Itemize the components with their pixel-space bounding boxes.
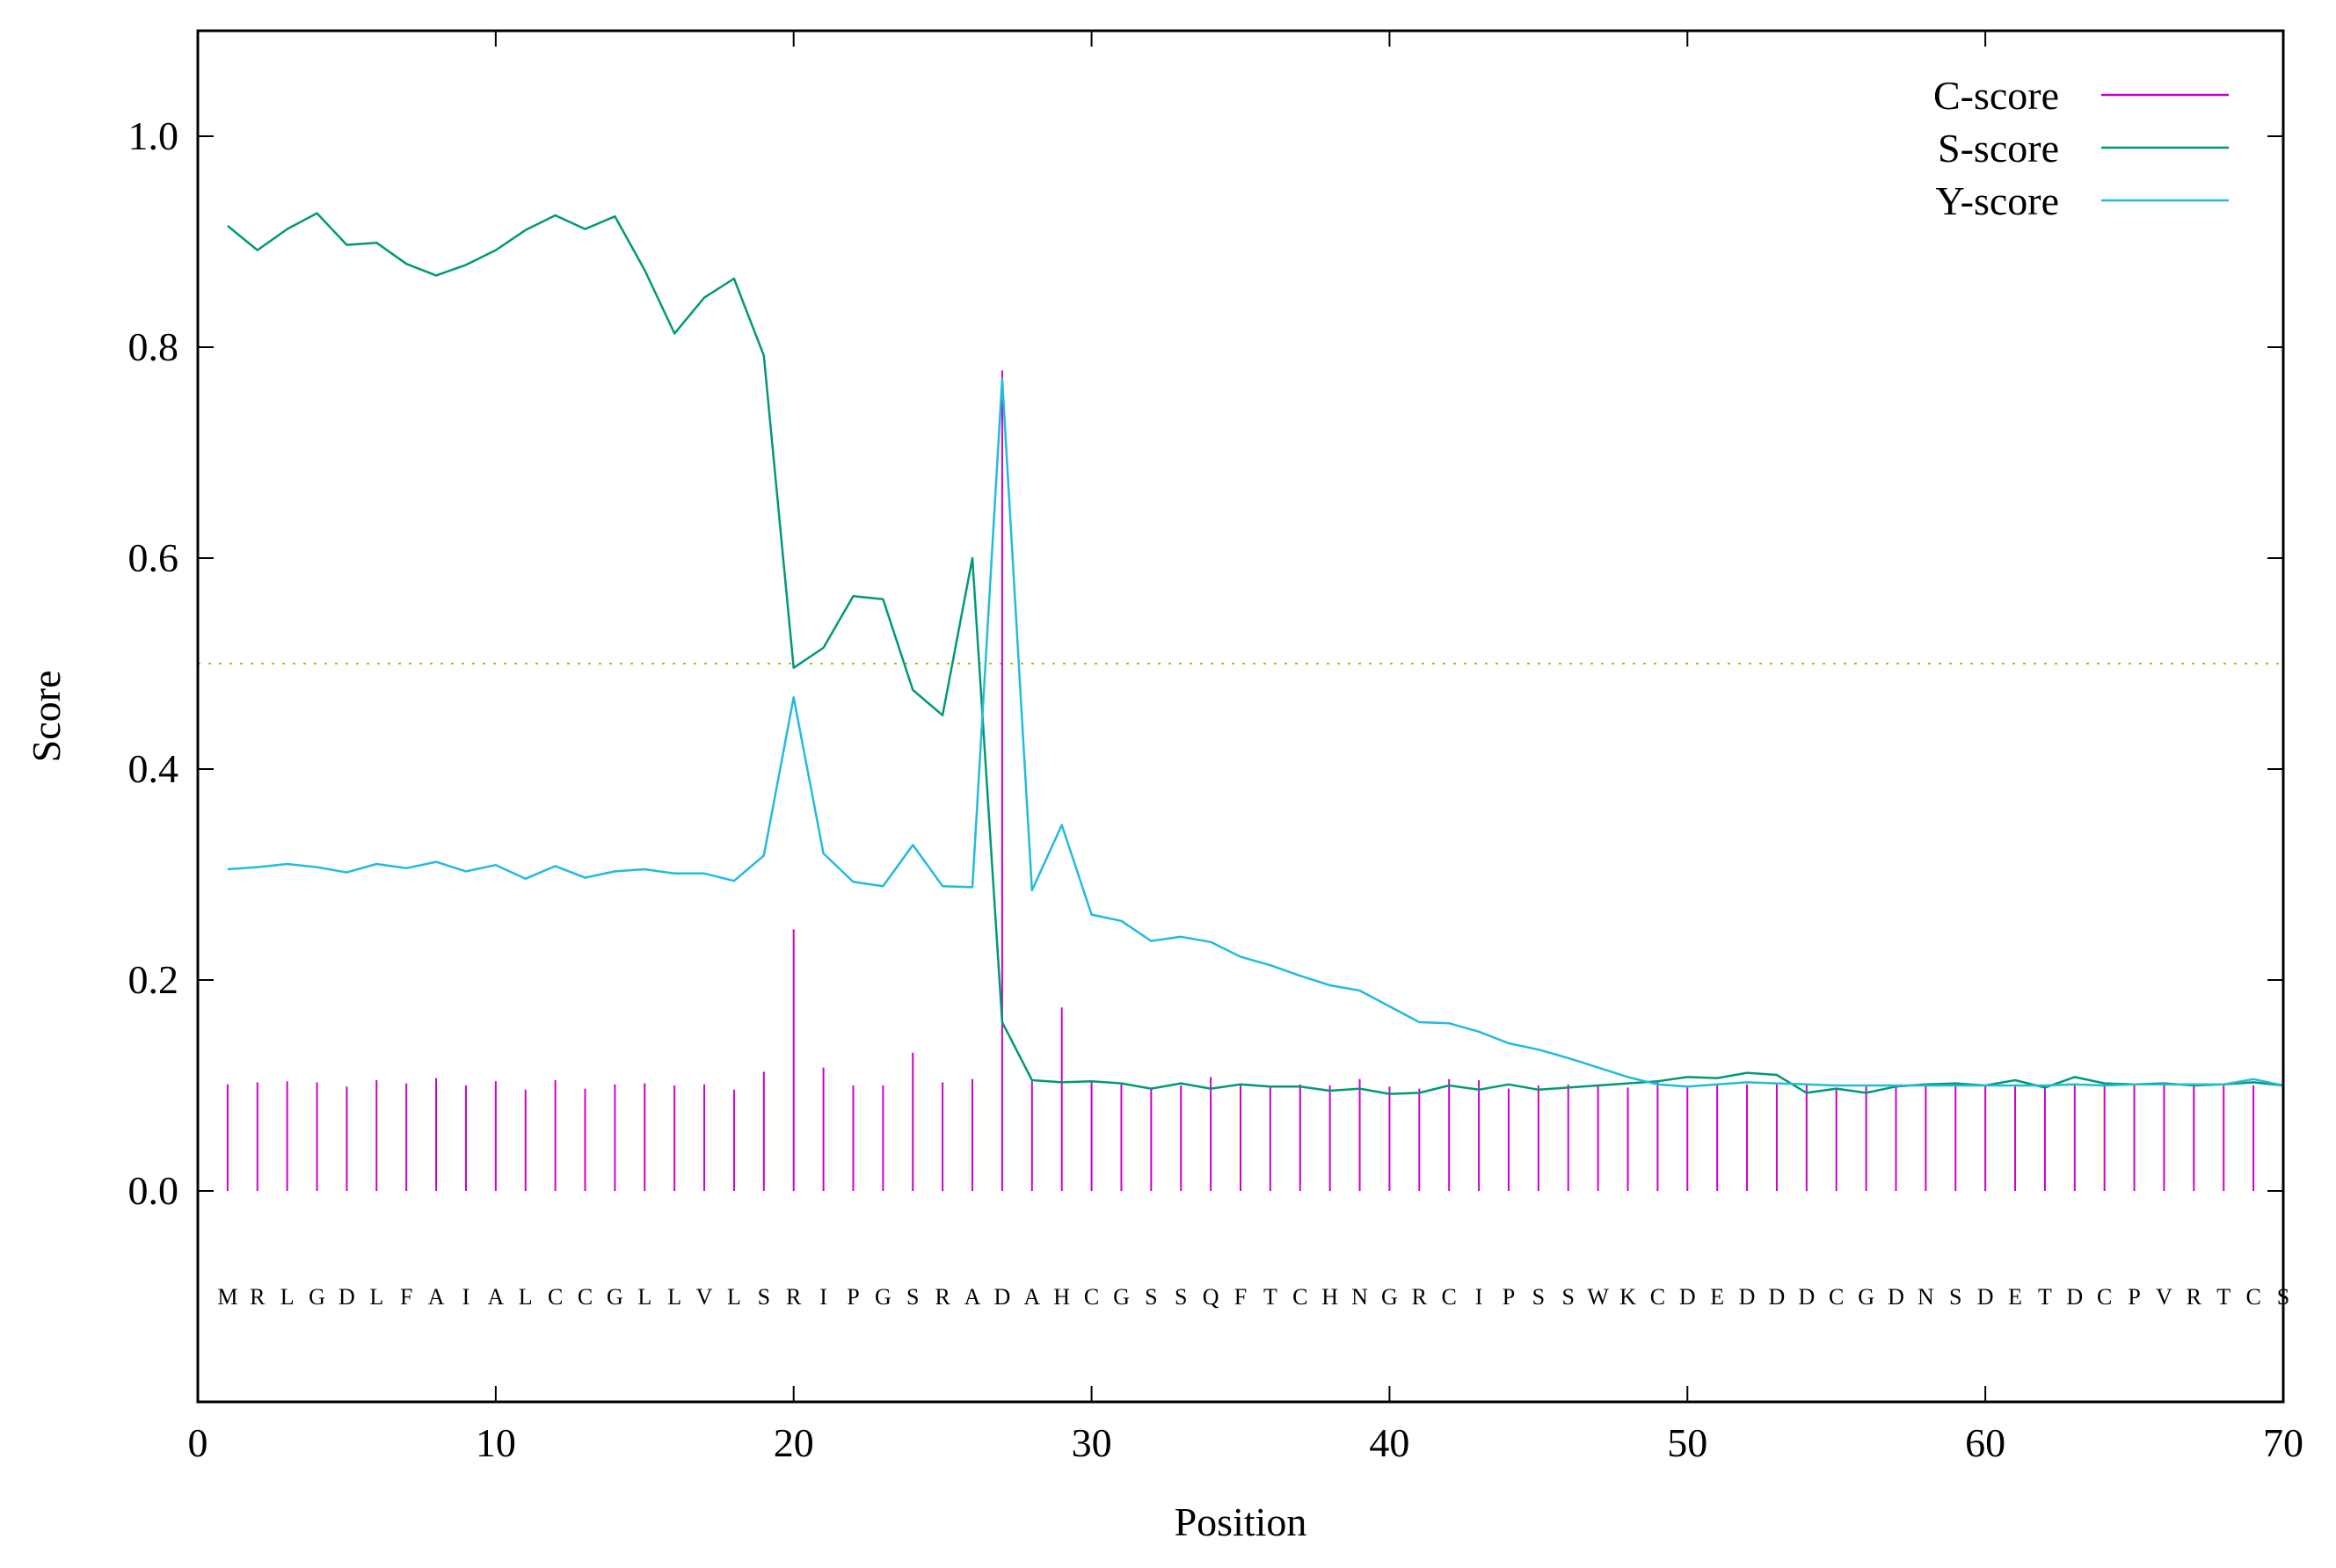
sequence-residue: S: [906, 1284, 919, 1310]
sequence-residue: A: [964, 1284, 981, 1310]
sequence-residue: W: [1587, 1284, 1609, 1310]
sequence-residue: C: [2097, 1284, 2112, 1310]
x-axis-title: Position: [1175, 1499, 1307, 1544]
x-tick-label: 10: [476, 1420, 516, 1465]
sequence-residue: F: [400, 1284, 412, 1310]
y-tick-label: 0.8: [128, 324, 179, 369]
sequence-residue: L: [369, 1284, 383, 1310]
sequence-residue: R: [2187, 1284, 2202, 1310]
sequence-residue: C: [1292, 1284, 1307, 1310]
sequence-residue: G: [1113, 1284, 1130, 1310]
sequence-residue: D: [1679, 1284, 1696, 1310]
sequence-residue: E: [1710, 1284, 1724, 1310]
sequence-residue: S: [1949, 1284, 1961, 1310]
sequence-residue: G: [607, 1284, 623, 1310]
sequence-residue: C: [1829, 1284, 1844, 1310]
y-score-line: [227, 377, 2284, 1088]
sequence-residue: C: [1650, 1284, 1665, 1310]
sequence-residue: A: [1023, 1284, 1040, 1310]
sequence-residue: I: [1475, 1284, 1483, 1310]
sequence-residue: L: [727, 1284, 741, 1310]
sequence-residue: C: [1084, 1284, 1099, 1310]
x-tick-label: 20: [774, 1420, 814, 1465]
sequence-residue: D: [1769, 1284, 1786, 1310]
sequence-residue: G: [1381, 1284, 1398, 1310]
sequence-residue: S: [1532, 1284, 1545, 1310]
y-tick-label: 0.4: [128, 746, 179, 791]
sequence-residue: R: [786, 1284, 802, 1310]
sequence-residue: S: [1145, 1284, 1157, 1310]
y-tick-label: 0.2: [128, 957, 179, 1002]
sequence-residue: P: [1503, 1284, 1515, 1310]
x-tick-label: 50: [1667, 1420, 1707, 1465]
sequence-residue: C: [2245, 1284, 2260, 1310]
x-tick-label: 70: [2263, 1420, 2303, 1465]
sequence-residue: A: [487, 1284, 504, 1310]
sequence-residue: T: [2038, 1284, 2052, 1310]
y-score-legend-label: Y-score: [1936, 178, 2060, 223]
sequence-residue: L: [280, 1284, 295, 1310]
sequence-residue: M: [217, 1284, 237, 1310]
sequence-residue: C: [1442, 1284, 1457, 1310]
sequence-residue: L: [667, 1284, 681, 1310]
sequence-residue: D: [994, 1284, 1011, 1310]
sequence-residue: I: [462, 1284, 470, 1310]
sequence-residue: H: [1053, 1284, 1070, 1310]
sequence-residue: T: [1263, 1284, 1277, 1310]
legend: C-score S-score Y-score: [1933, 73, 2229, 223]
sequence-residue: P: [847, 1284, 859, 1310]
x-tick-label: 30: [1072, 1420, 1112, 1465]
sequence-residue: L: [637, 1284, 651, 1310]
sequence-residue: H: [1321, 1284, 1338, 1310]
sequence-residue: D: [338, 1284, 355, 1310]
sequence-residue: C: [548, 1284, 563, 1310]
sequence-residue: V: [696, 1284, 713, 1310]
x-tick-label: 60: [1965, 1420, 2005, 1465]
sequence-residue: Q: [1203, 1284, 1219, 1310]
sequence-residue: P: [2128, 1284, 2140, 1310]
sequence-residue: D: [1888, 1284, 1904, 1310]
y-axis-title: Score: [24, 671, 69, 763]
sequence-residue: L: [519, 1284, 533, 1310]
y-tick-label: 1.0: [128, 113, 179, 158]
sequence-residue: R: [250, 1284, 266, 1310]
y-tick-label: 0.6: [128, 535, 179, 580]
sequence-residue: F: [1234, 1284, 1247, 1310]
sequence-residue: S: [1562, 1284, 1575, 1310]
x-tick-label: 0: [188, 1420, 208, 1465]
sequence-residue: D: [1739, 1284, 1756, 1310]
sequence-residue: G: [309, 1284, 325, 1310]
sequence-residue: A: [428, 1284, 445, 1310]
sequence-residue: T: [2216, 1284, 2230, 1310]
sequence-residue: N: [1351, 1284, 1368, 1310]
c-score-legend-label: C-score: [1933, 73, 2059, 118]
sequence-residue: R: [1412, 1284, 1428, 1310]
sequence-residue: S: [1175, 1284, 1187, 1310]
sequence-residue: D: [2066, 1284, 2083, 1310]
sequence-residue: R: [935, 1284, 950, 1310]
sequence-residue: I: [819, 1284, 827, 1310]
sequence-residue: V: [2156, 1284, 2172, 1310]
sequence-residue: K: [1619, 1284, 1636, 1310]
s-score-legend-label: S-score: [1938, 126, 2059, 171]
sequence-residue: E: [2008, 1284, 2022, 1310]
plot-frame: [196, 29, 2285, 1404]
sequence-residue: G: [875, 1284, 891, 1310]
sequence-residue: N: [1918, 1284, 1934, 1310]
s-score-line: [227, 212, 2284, 1095]
x-tick-label: 40: [1369, 1420, 1409, 1465]
sequence-residue: D: [1977, 1284, 1994, 1310]
sequence-residue: G: [1858, 1284, 1874, 1310]
sequence-residue: C: [578, 1284, 593, 1310]
sequence-residue: S: [758, 1284, 770, 1310]
y-tick-label: 0.0: [128, 1168, 179, 1213]
sequence-residue: D: [1798, 1284, 1815, 1310]
